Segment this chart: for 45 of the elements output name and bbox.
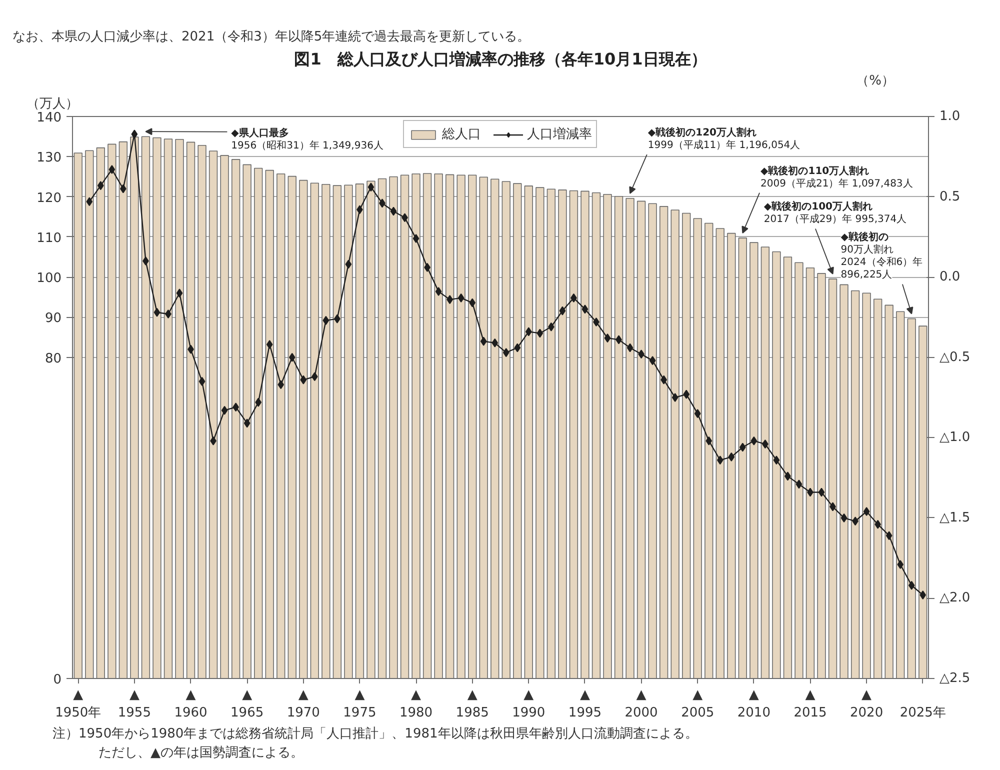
y-tick-label: 120 xyxy=(36,190,62,206)
y2-axis-title: （%） xyxy=(856,74,895,88)
text: なお、本県の人口減少率は、2021（令和3）年以降5年連続で過去最高を更新している。 xyxy=(12,28,530,44)
x-tick-label: ▲ 2010 xyxy=(737,688,770,720)
y2-tick-label: △0.5 xyxy=(940,350,970,365)
y2-tick-label: △1.5 xyxy=(940,510,970,526)
y-tick-label: 80 xyxy=(44,351,62,366)
y2-tick-label: △2.5 xyxy=(940,671,970,686)
y2-tick-label: 0.0 xyxy=(940,270,960,285)
y-tick-label: 110 xyxy=(36,230,62,246)
x-tick-label: ▲ 1985 xyxy=(456,688,489,720)
annotation: ◆戦後初の120万人割れ 1999（平成11）年 1,196,054人 xyxy=(648,126,800,152)
x-tick-label: ▲ 1960 xyxy=(174,688,208,720)
annotation: ◆県人口最多 1956（昭和31）年 1,349,936人 xyxy=(231,127,384,152)
x-tick-label: ▲ 1965 xyxy=(230,688,264,720)
legend-label: 人口増減率 xyxy=(527,126,592,143)
y-tick-label: 0 xyxy=(53,672,62,688)
text: 注）1950年から1980年までは総務省統計局「人口推計」、1981年以降は秋田県年齢別人口流動調査による。 xyxy=(52,726,698,742)
x-tick-label: ▲ 1955 xyxy=(118,688,151,720)
y2-tick-label: △2.0 xyxy=(940,590,970,606)
x-tick-label: ▲ 1980 xyxy=(399,688,433,720)
legend-label: 総人口 xyxy=(442,126,481,143)
y-axis-title: （万人） xyxy=(26,96,78,112)
y2-tick-label: 0.5 xyxy=(940,189,960,204)
y-tick-label: 130 xyxy=(36,150,62,166)
x-tick-label: 2025年 xyxy=(900,706,946,720)
x-tick-label: ▲ 2000 xyxy=(624,688,658,720)
x-tick-label: ▲ 2005 xyxy=(681,688,714,720)
x-tick-label: ▲ 1970 xyxy=(286,688,320,720)
x-tick-label: ▲ 1990 xyxy=(512,688,546,720)
y2-tick-label: 1.0 xyxy=(940,109,960,124)
annotation: ◆戦後初の110万人割れ 2009（平成21）年 1,097,483人 xyxy=(760,164,913,190)
x-tick-label: ▲ 2015 xyxy=(794,688,827,720)
chart-title: 図1 総人口及び人口増減率の推移（各年10月1日現在） xyxy=(294,50,707,68)
annotation: ◆戦後初の100万人割れ 2017（平成29）年 995,374人 xyxy=(764,200,907,226)
text: ただし、▲の年は国勢調査による。 xyxy=(98,746,304,760)
x-tick-label: ▲ 1975 xyxy=(343,688,376,720)
y-tick-label: 140 xyxy=(36,110,62,126)
annotation: ◆戦後初の 90万人割れ 2024（令和6）年 896,225人 xyxy=(840,231,923,281)
x-tick-label: ▲ 1950年 xyxy=(55,688,102,720)
x-tick-label: ▲ 2020 xyxy=(850,688,884,720)
y-tick-label: 90 xyxy=(44,311,62,326)
x-tick-label: ▲ 1995 xyxy=(568,688,602,720)
y2-tick-label: △1.0 xyxy=(940,430,970,446)
y-tick-label: 100 xyxy=(36,271,62,286)
